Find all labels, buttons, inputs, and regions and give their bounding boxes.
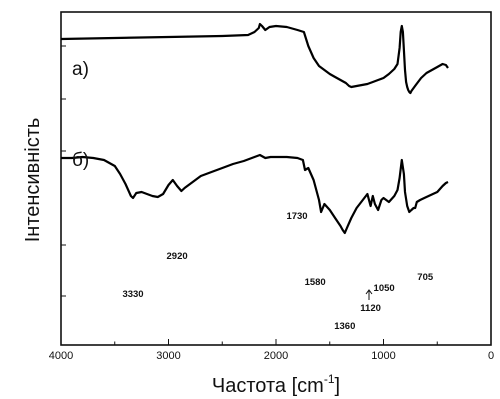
x-axis-title: Частота [cm-1]	[212, 372, 340, 397]
peak-label-1360: 1360	[334, 321, 355, 332]
curve-label-a: а)	[72, 59, 89, 80]
series-line-b	[61, 153, 449, 235]
peak-annotations: 3330 2920 1730 1580 1360 1120 1050 705	[122, 211, 433, 332]
axis-ticks	[60, 11, 492, 346]
peak-label-1730: 1730	[286, 211, 307, 222]
peak-1120-arrow	[365, 289, 373, 300]
x-tick-label: 0	[488, 350, 494, 362]
curve-label-b: б)	[72, 150, 89, 171]
x-axis-title-sup: -1	[324, 372, 335, 386]
peak-label-1580: 1580	[305, 277, 326, 288]
peak-label-3330: 3330	[122, 289, 143, 300]
peak-label-2920: 2920	[167, 251, 188, 262]
x-axis-title-main: Частота [cm	[212, 375, 324, 397]
peak-label-705: 705	[417, 272, 434, 283]
x-tick-labels: 4000 3000 2000 1000 0	[49, 350, 494, 362]
x-axis-title-end: ]	[335, 375, 341, 397]
series-line-a	[60, 22, 449, 95]
peak-label-1050: 1050	[374, 283, 395, 294]
peak-label-1120: 1120	[360, 303, 381, 314]
x-tick-label: 1000	[371, 350, 395, 362]
y-axis-title: Інтенсивність	[22, 118, 44, 243]
series-lines	[60, 22, 449, 235]
x-tick-label: 3000	[156, 350, 180, 362]
x-tick-label: 4000	[49, 350, 73, 362]
x-tick-label: 2000	[264, 350, 288, 362]
